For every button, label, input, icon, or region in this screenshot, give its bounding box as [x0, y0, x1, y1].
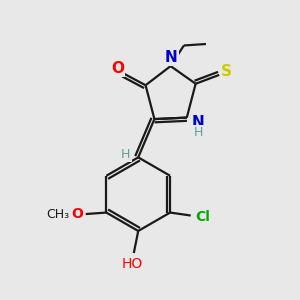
Text: Cl: Cl — [196, 210, 211, 224]
Text: O: O — [111, 61, 124, 76]
Text: N: N — [165, 50, 178, 65]
Text: HO: HO — [122, 257, 143, 271]
Text: N: N — [192, 115, 204, 130]
Text: H: H — [193, 126, 203, 140]
Text: S: S — [221, 64, 232, 80]
Text: CH₃: CH₃ — [46, 208, 69, 220]
Text: H: H — [121, 148, 130, 161]
Text: O: O — [72, 207, 83, 221]
